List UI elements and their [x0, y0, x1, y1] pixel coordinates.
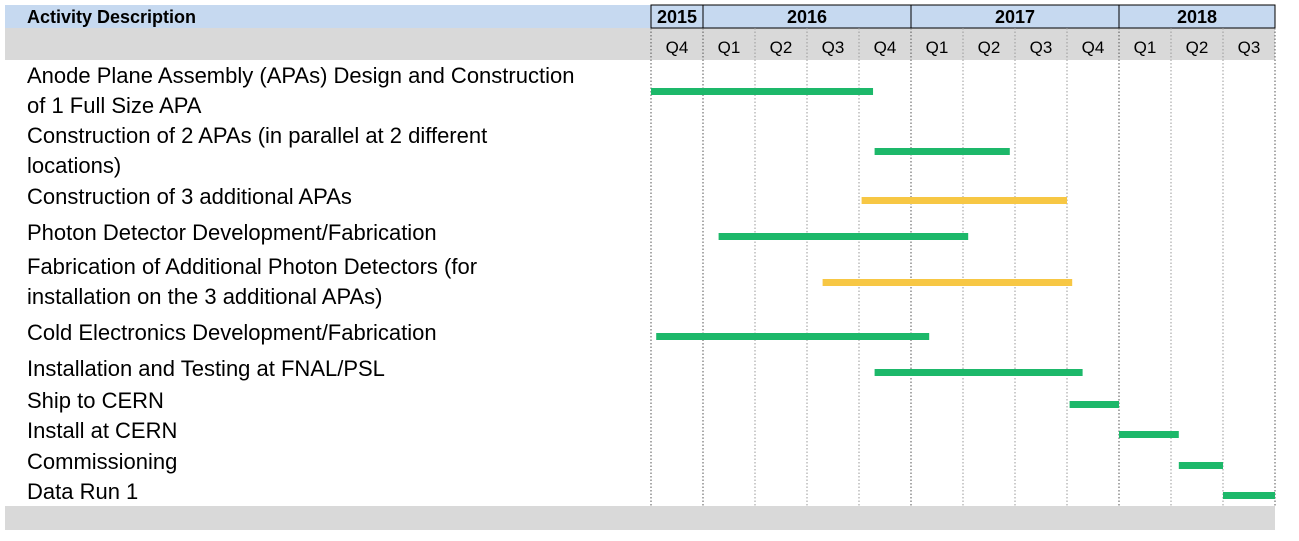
year-label: 2015 — [657, 7, 697, 27]
activity-label: installation on the 3 additional APAs) — [27, 284, 383, 309]
activity-bar — [1119, 431, 1179, 438]
year-label: 2016 — [787, 7, 827, 27]
activity-label: of 1 Full Size APA — [27, 93, 202, 118]
activity-bar — [822, 279, 1073, 286]
quarter-label: Q1 — [1134, 38, 1157, 57]
quarter-label: Q3 — [822, 38, 845, 57]
activity-label: Construction of 3 additional APAs — [27, 184, 352, 209]
activity-bar — [1178, 462, 1223, 469]
activity-label: Data Run 1 — [27, 479, 138, 504]
activity-bar — [874, 148, 1010, 155]
activity-label: Construction of 2 APAs (in parallel at 2… — [27, 123, 487, 148]
activity-label: Anode Plane Assembly (APAs) Design and C… — [27, 63, 574, 88]
quarter-header-band — [651, 28, 1275, 60]
quarter-label: Q4 — [874, 38, 897, 57]
quarter-label: Q1 — [718, 38, 741, 57]
activity-bar — [651, 88, 874, 95]
quarter-label: Q4 — [1082, 38, 1105, 57]
activity-bars — [651, 88, 1275, 499]
activity-label: Fabrication of Additional Photon Detecto… — [27, 254, 477, 279]
activity-bar — [656, 333, 930, 340]
footer-band — [5, 506, 1275, 530]
quarter-label: Q3 — [1238, 38, 1261, 57]
year-label: 2017 — [995, 7, 1035, 27]
quarter-label: Q2 — [1186, 38, 1209, 57]
header-band-blue — [5, 5, 651, 28]
activity-label: Photon Detector Development/Fabrication — [27, 220, 437, 245]
activity-bar — [874, 369, 1083, 376]
quarter-label: Q1 — [926, 38, 949, 57]
activity-label: Installation and Testing at FNAL/PSL — [27, 356, 385, 381]
quarter-label: Q2 — [770, 38, 793, 57]
activity-bar — [718, 233, 969, 240]
year-label: 2018 — [1177, 7, 1217, 27]
grid-layer — [650, 28, 1276, 506]
header-layer: Activity Description 2015 2016 2017 2018 Q4 Q1… — [5, 4, 1276, 530]
activity-label: Ship to CERN — [27, 388, 164, 413]
activity-bar — [1223, 492, 1275, 499]
quarter-label: Q3 — [1030, 38, 1053, 57]
activity-label: locations) — [27, 153, 121, 178]
activity-label: Install at CERN — [27, 418, 177, 443]
quarter-label: Q2 — [978, 38, 1001, 57]
year-cell-border — [1118, 4, 1276, 29]
activity-label: Cold Electronics Development/Fabrication — [27, 320, 437, 345]
activity-bar — [1069, 401, 1119, 408]
activity-labels: Anode Plane Assembly (APAs) Design and C… — [27, 63, 574, 504]
activity-bar — [861, 197, 1067, 204]
header-band-gray — [5, 28, 651, 60]
activity-label: Commissioning — [27, 449, 177, 474]
quarter-label: Q4 — [666, 38, 689, 57]
header-title: Activity Description — [27, 7, 196, 27]
